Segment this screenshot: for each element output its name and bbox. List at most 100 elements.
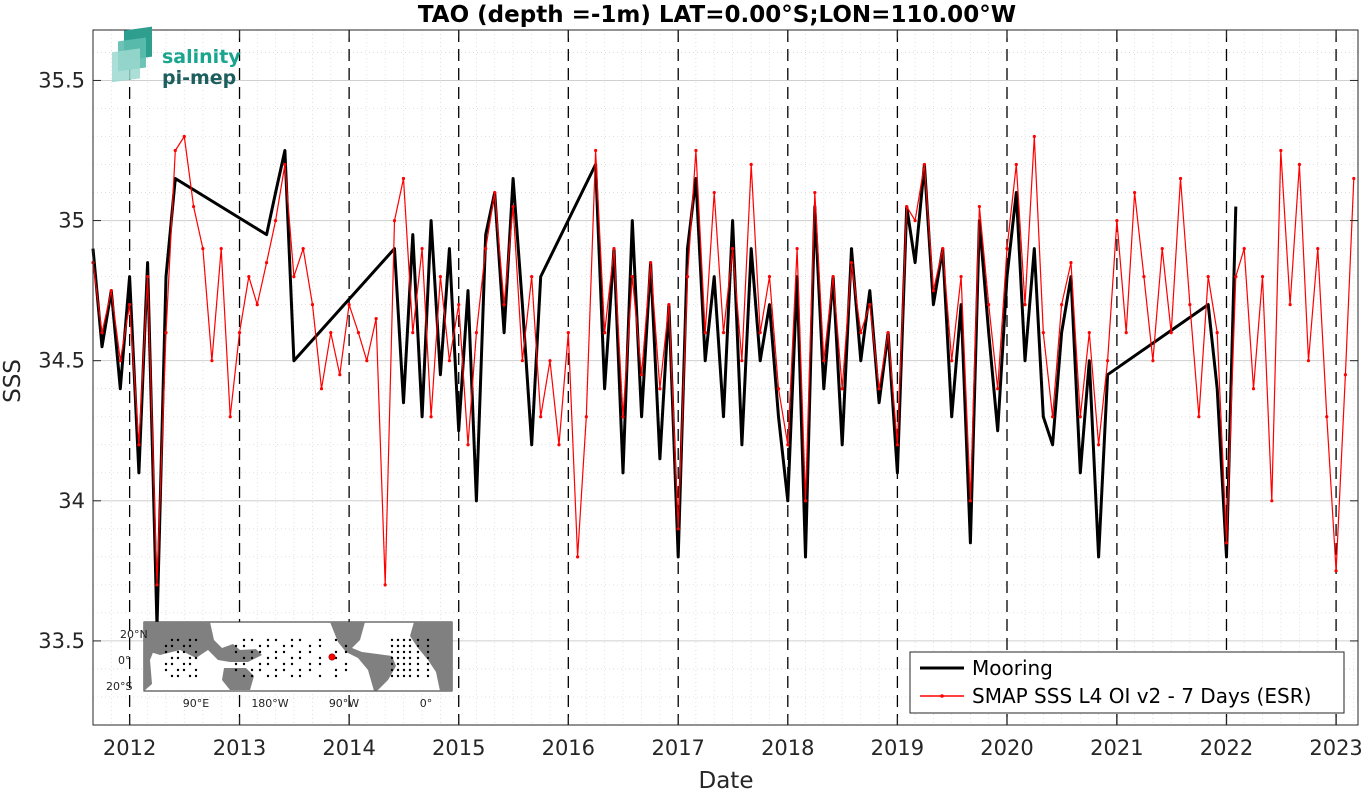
inset-buoy-dot	[408, 668, 412, 672]
data-point	[996, 387, 1000, 391]
inset-buoy-dot	[242, 662, 246, 666]
inset-buoy-dot	[416, 662, 420, 666]
data-point	[493, 190, 497, 195]
inset-buoy-dot	[242, 656, 246, 660]
inset-buoy-dot	[282, 650, 286, 654]
inset-buoy-dot	[176, 674, 180, 678]
inset-buoy-dot	[408, 656, 412, 660]
data-point	[959, 275, 963, 279]
data-point	[520, 359, 524, 363]
data-point	[173, 148, 177, 153]
data-point	[840, 387, 844, 391]
data-point	[877, 387, 881, 391]
inset-buoy-dot	[234, 662, 238, 666]
inset-land-americas	[330, 622, 396, 691]
data-point	[109, 289, 113, 293]
data-point	[931, 289, 936, 293]
inset-buoy-dot	[234, 668, 238, 672]
inset-buoy-dot	[274, 668, 278, 672]
data-point	[1197, 415, 1201, 419]
inset-buoy-dot	[170, 674, 174, 678]
inset-buoy-dot	[170, 638, 174, 642]
legend: Mooring SMAP SSS L4 OI v2 - 7 Days (ESR)	[909, 651, 1345, 714]
data-point	[1105, 359, 1110, 363]
x-tick-label: 2015	[432, 736, 485, 760]
data-point	[247, 275, 251, 279]
data-point	[1352, 176, 1356, 181]
inset-buoy-dot	[416, 656, 420, 660]
inset-buoy-dot	[274, 638, 278, 642]
inset-buoy-dot	[176, 656, 180, 660]
inset-buoy-dot	[170, 662, 174, 666]
inset-buoy-dot	[426, 662, 430, 666]
data-point	[786, 443, 790, 447]
data-point	[466, 443, 470, 447]
data-point	[164, 331, 168, 335]
inset-buoy-dot	[334, 668, 338, 672]
data-point	[795, 246, 799, 251]
data-point	[548, 359, 552, 363]
data-point	[411, 331, 415, 335]
inset-buoy-dot	[426, 650, 430, 654]
data-point	[1316, 246, 1320, 251]
inset-buoy-dot	[188, 638, 192, 642]
inset-buoy-dot	[298, 656, 302, 660]
data-point	[1206, 275, 1210, 279]
data-point	[1051, 415, 1055, 419]
inset-buoy-dot	[182, 650, 186, 654]
inset-buoy-dot	[182, 668, 186, 672]
inset-buoy-dot	[396, 638, 400, 642]
inset-land-australia	[222, 668, 254, 690]
data-point	[283, 162, 287, 167]
inset-buoy-dot	[290, 656, 294, 660]
inset-buoy-dot	[298, 668, 302, 672]
data-point	[922, 162, 927, 167]
inset-buoy-dot	[402, 650, 406, 654]
x-tick-label: 2016	[542, 736, 595, 760]
data-point	[1014, 162, 1018, 167]
inset-buoy-dot	[266, 662, 270, 666]
chart-title: TAO (depth =-1m) LAT=0.00°S;LON=110.00°W	[418, 2, 1016, 28]
inset-buoy-dot	[176, 668, 180, 672]
data-point	[329, 331, 333, 335]
inset-buoy-dot	[250, 674, 254, 678]
inset-buoy-dot	[408, 674, 412, 678]
inset-buoy-dot	[282, 668, 286, 672]
data-point	[383, 583, 387, 587]
inset-buoy-dot	[234, 650, 238, 654]
data-point	[1160, 246, 1164, 251]
data-point	[1096, 443, 1101, 447]
data-point	[1297, 162, 1302, 167]
x-tick-label: 2014	[322, 736, 375, 760]
inset-lon-label: 0°	[420, 697, 433, 710]
data-point	[968, 499, 972, 503]
data-point	[474, 331, 479, 335]
inset-buoy-dot	[290, 674, 294, 678]
inset-buoy-array	[164, 638, 430, 678]
data-point	[712, 190, 716, 195]
x-tick-label: 2019	[871, 736, 924, 760]
data-point	[822, 359, 826, 363]
data-point	[584, 415, 588, 419]
data-point	[1288, 303, 1292, 307]
data-point	[1142, 275, 1146, 279]
inset-buoy-dot	[234, 644, 238, 648]
data-point	[566, 331, 570, 335]
data-point	[1005, 246, 1009, 251]
data-point	[859, 331, 863, 335]
inset-buoy-dot	[318, 638, 322, 642]
data-point	[191, 204, 196, 209]
x-tick-label: 2022	[1200, 736, 1253, 760]
data-point	[228, 415, 232, 419]
inset-buoy-dot	[408, 638, 412, 642]
data-point	[502, 303, 506, 307]
data-point	[347, 303, 351, 307]
y-tick-label: 34.5	[38, 349, 85, 373]
data-point	[420, 246, 424, 251]
inset-buoy-dot	[308, 650, 312, 654]
inset-buoy-dot	[408, 662, 412, 666]
y-tick-label: 35.5	[38, 68, 85, 92]
data-point	[1151, 359, 1155, 363]
inset-buoy-dot	[396, 644, 400, 648]
x-tick-label: 2013	[213, 736, 266, 760]
